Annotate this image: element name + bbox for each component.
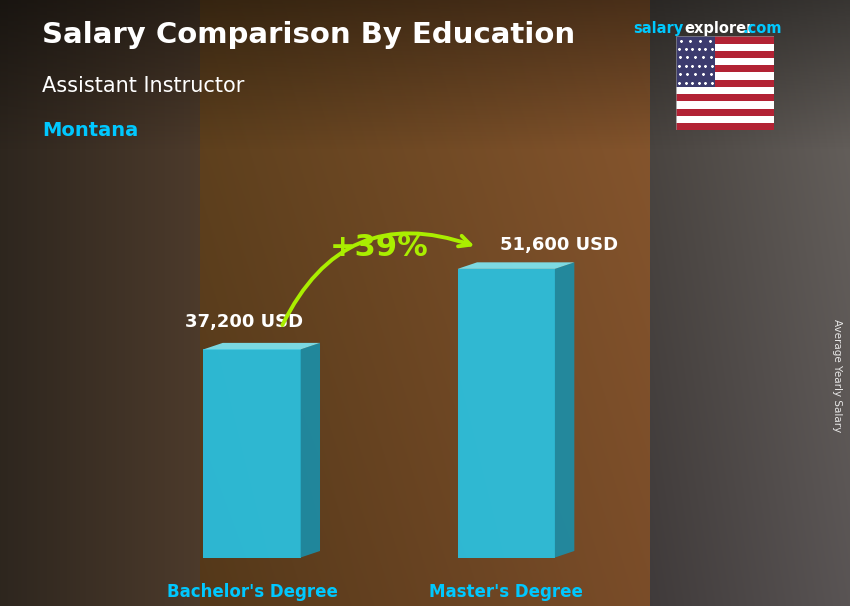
Bar <box>676 36 774 44</box>
Text: Montana: Montana <box>42 121 139 140</box>
Bar <box>676 80 774 87</box>
Bar <box>676 73 774 80</box>
Bar <box>676 123 774 130</box>
Text: Average Yearly Salary: Average Yearly Salary <box>832 319 842 432</box>
Bar <box>676 94 774 101</box>
Bar <box>676 36 715 87</box>
Polygon shape <box>301 343 320 558</box>
Polygon shape <box>203 343 320 350</box>
Bar <box>676 58 774 65</box>
Text: Bachelor's Degree: Bachelor's Degree <box>167 583 337 601</box>
Bar <box>676 116 774 123</box>
Text: 51,600 USD: 51,600 USD <box>500 236 618 255</box>
Bar <box>676 65 774 73</box>
Bar <box>676 101 774 108</box>
Polygon shape <box>457 262 575 269</box>
Text: salary: salary <box>633 21 683 36</box>
Polygon shape <box>203 350 301 558</box>
Bar <box>676 108 774 116</box>
Text: Assistant Instructor: Assistant Instructor <box>42 76 245 96</box>
Polygon shape <box>457 269 555 558</box>
Polygon shape <box>555 262 575 558</box>
Bar <box>676 44 774 51</box>
Text: 37,200 USD: 37,200 USD <box>185 313 303 331</box>
Text: +39%: +39% <box>330 233 428 262</box>
Text: .com: .com <box>742 21 781 36</box>
Bar <box>676 87 774 94</box>
Text: explorer: explorer <box>684 21 754 36</box>
Text: Salary Comparison By Education: Salary Comparison By Education <box>42 21 575 49</box>
Text: Master's Degree: Master's Degree <box>429 583 583 601</box>
Bar <box>676 51 774 58</box>
